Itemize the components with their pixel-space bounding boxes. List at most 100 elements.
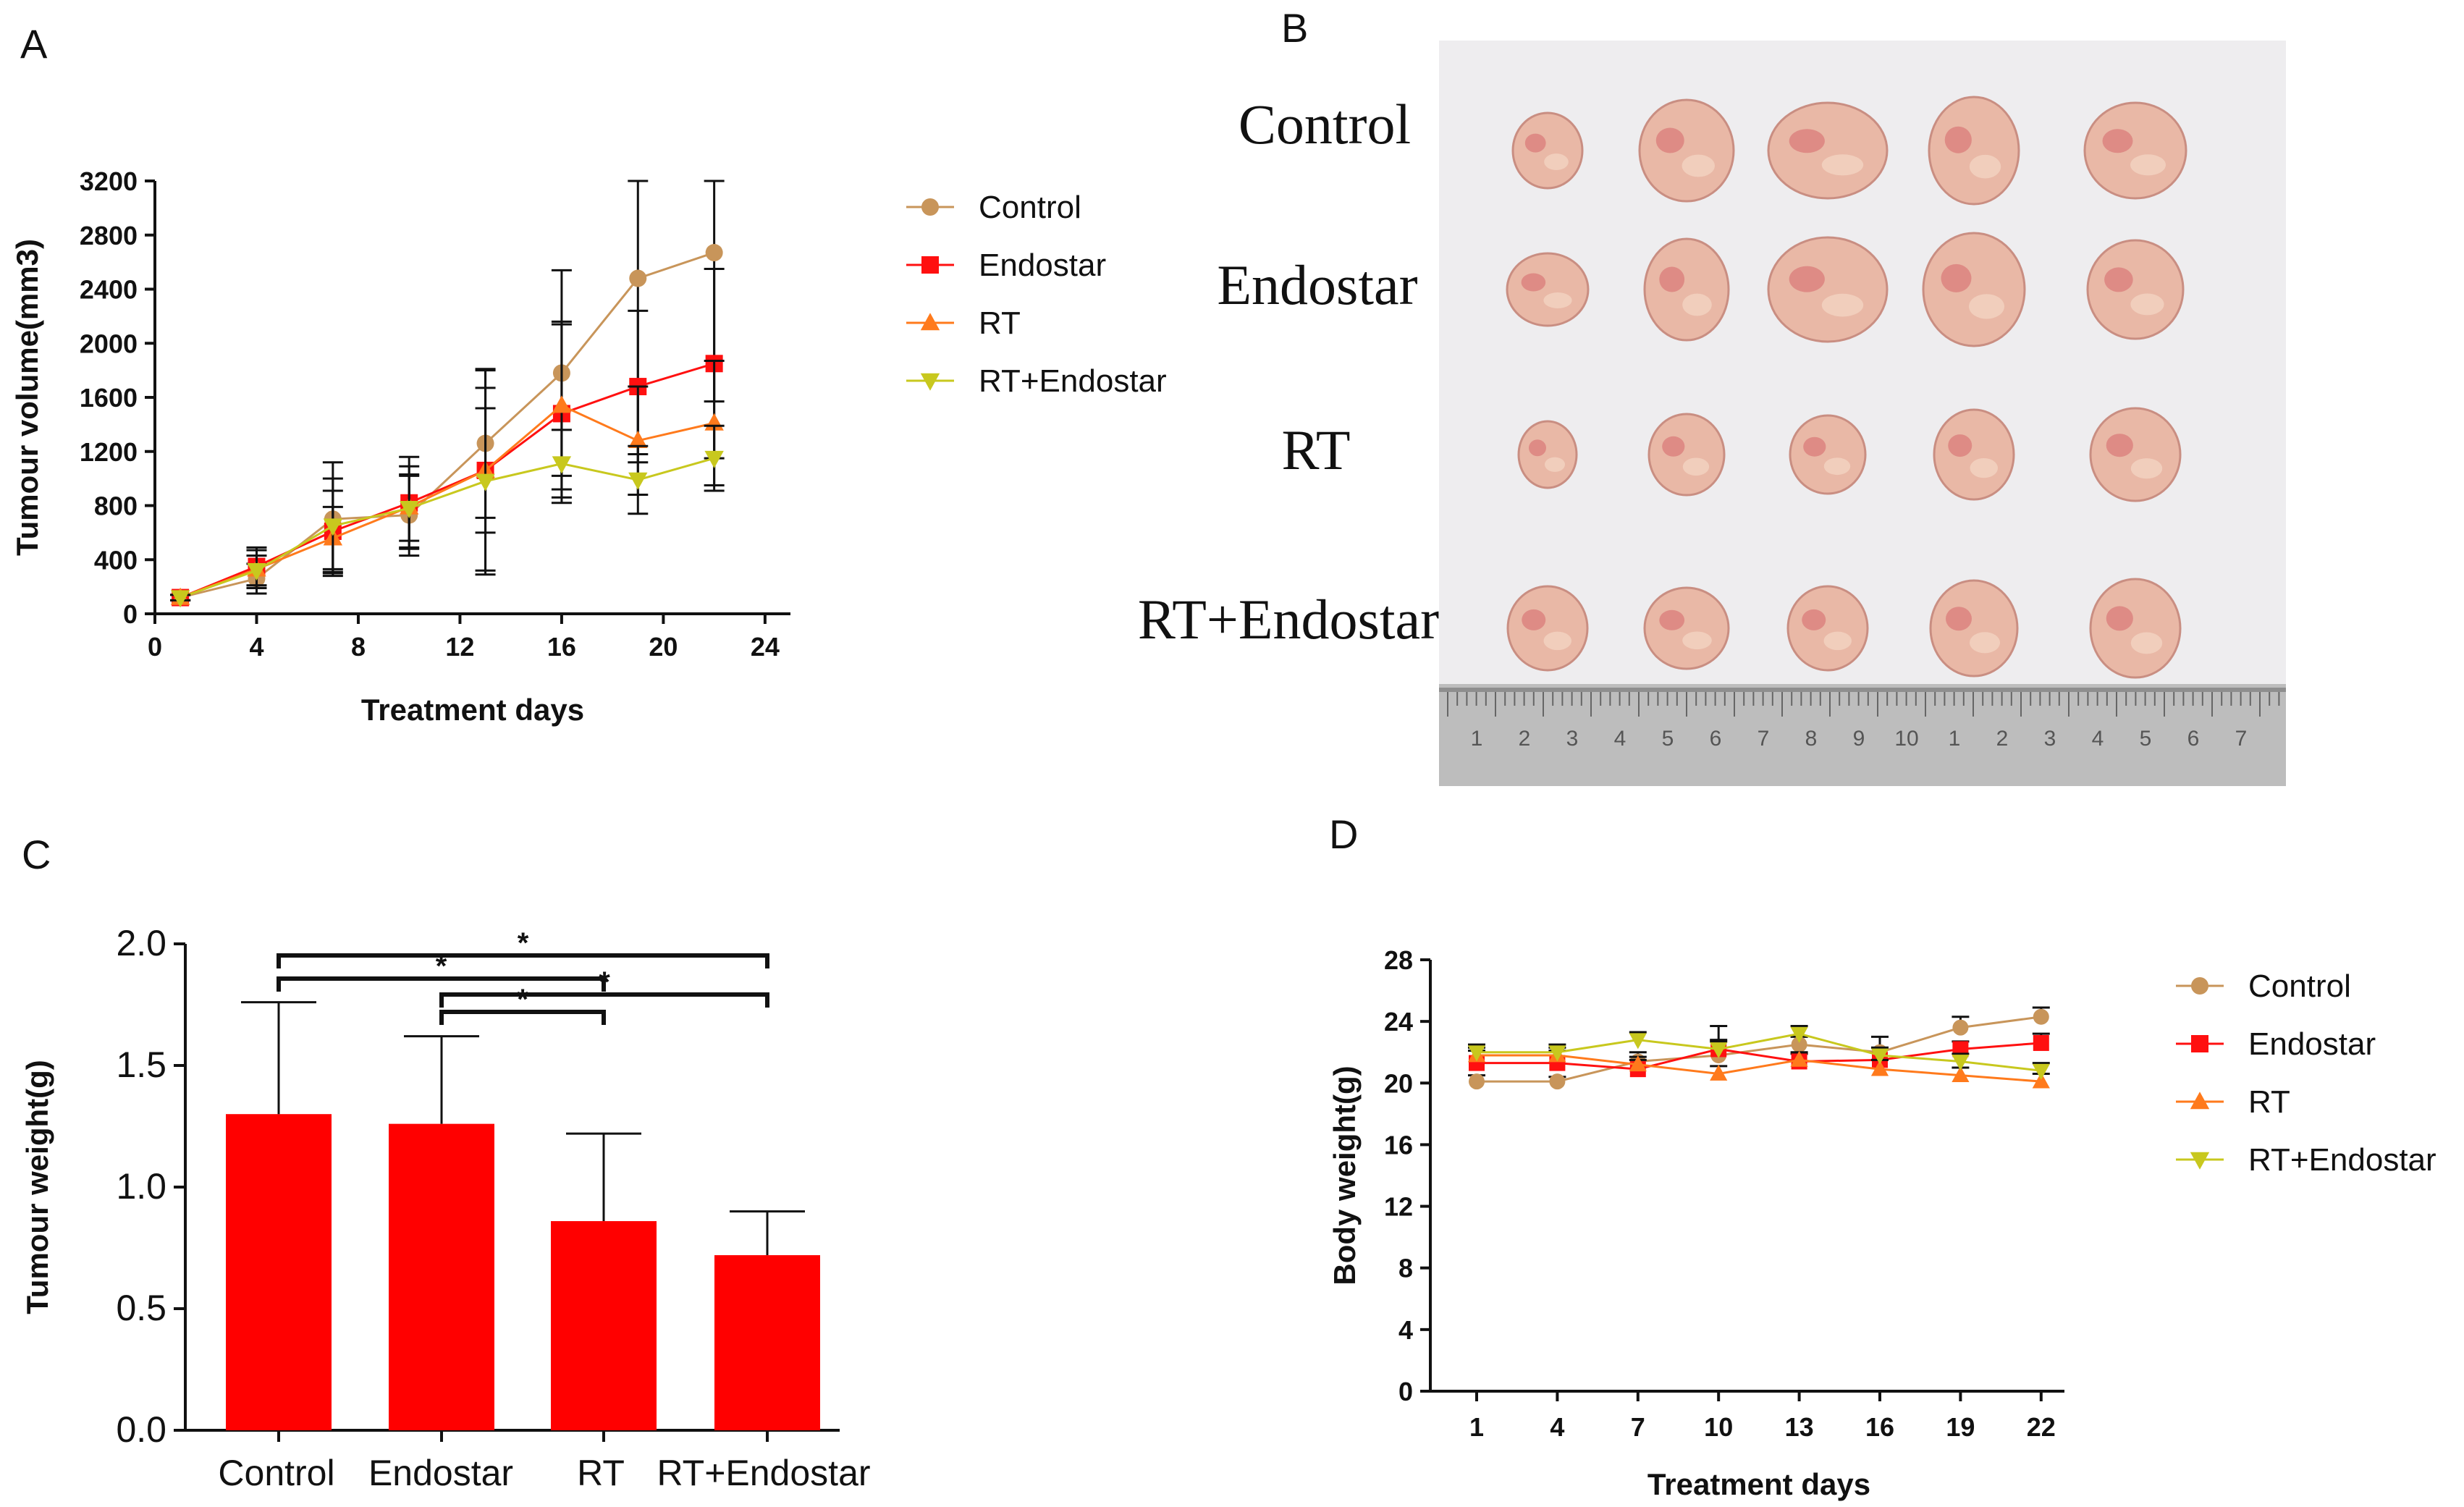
tumour-vessel-patch bbox=[1789, 266, 1825, 292]
tumour-highlight bbox=[1970, 632, 2000, 654]
data-point bbox=[1629, 1033, 1647, 1050]
ruler-number: 10 bbox=[1894, 727, 1918, 751]
y-tick-label: 400 bbox=[94, 545, 138, 575]
tumour-specimen bbox=[1506, 252, 1590, 327]
legend-label: RT+Endostar bbox=[2248, 1142, 2436, 1178]
series-line bbox=[180, 362, 715, 599]
legend-label: Control bbox=[2248, 968, 2351, 1004]
significance-bracket: * bbox=[277, 950, 606, 992]
data-point bbox=[1870, 1060, 1889, 1076]
tumour-highlight bbox=[1682, 293, 1712, 316]
legend-marker bbox=[2191, 977, 2208, 995]
tumour-highlight bbox=[1544, 153, 1569, 171]
tumour-specimen bbox=[1647, 413, 1726, 497]
y-tick-label: 1600 bbox=[80, 383, 138, 413]
panel-label-d: D bbox=[1329, 811, 1358, 857]
bracket-line bbox=[439, 1010, 606, 1025]
x-tick-label: 19 bbox=[1946, 1412, 1975, 1442]
x-tick-label: 12 bbox=[445, 632, 474, 662]
x-tick-label: 13 bbox=[1785, 1412, 1814, 1442]
tumour-specimen bbox=[1929, 579, 2019, 677]
legend-marker bbox=[920, 313, 940, 331]
tumour-vessel-patch bbox=[1948, 434, 1973, 457]
y-tick-label: 2800 bbox=[80, 221, 138, 250]
x-axis-title: Treatment days bbox=[361, 693, 584, 727]
data-point bbox=[628, 431, 648, 448]
legend-marker bbox=[920, 373, 940, 391]
tumour-highlight bbox=[1969, 294, 2004, 319]
x-tick-label: 16 bbox=[1865, 1412, 1894, 1442]
tumour-specimen bbox=[2089, 407, 2182, 502]
data-point bbox=[476, 473, 495, 491]
legend-marker bbox=[2190, 1152, 2210, 1170]
x-tick-label: 7 bbox=[1631, 1412, 1645, 1442]
tumour-specimen bbox=[1506, 585, 1589, 672]
y-tick-label: 0 bbox=[1398, 1377, 1413, 1406]
data-point bbox=[2033, 1008, 2049, 1025]
data-point bbox=[705, 244, 723, 262]
tumour-volume-chart: 0 400 800 1200 1600 2000 2400 2800 3200 0 4 8 12 16 20… bbox=[10, 166, 1167, 727]
series-line bbox=[1477, 1016, 2041, 1083]
ruler-number: 1 bbox=[1471, 727, 1483, 751]
ruler-ticks bbox=[1447, 692, 2280, 717]
tumour-vessel-patch bbox=[1946, 607, 1972, 631]
y-axis-title: Tumour weight(g) bbox=[20, 1060, 54, 1314]
tumour-highlight bbox=[1682, 154, 1715, 177]
legend-marker bbox=[921, 198, 939, 216]
legend-label: RT bbox=[2248, 1084, 2290, 1120]
ruler-number: 4 bbox=[2092, 727, 2104, 751]
tumour-highlight bbox=[1682, 631, 1712, 650]
category-label: Control bbox=[218, 1453, 334, 1493]
tumour-highlight bbox=[2130, 154, 2166, 176]
series-line bbox=[1477, 1042, 2041, 1071]
tumour-specimens bbox=[1506, 96, 2187, 679]
series-line bbox=[1477, 1054, 2041, 1083]
data-point bbox=[1629, 1055, 1647, 1072]
x-tick-label: 16 bbox=[547, 632, 576, 662]
legend-label: Endostar bbox=[2248, 1026, 2376, 1062]
y-tick-label: 4 bbox=[1398, 1315, 1413, 1345]
y-tick-label: 2000 bbox=[80, 329, 138, 358]
data-point bbox=[1467, 1045, 1486, 1062]
tumour-specimen bbox=[1922, 232, 2026, 347]
x-tick-label: 8 bbox=[351, 632, 366, 662]
legend-marker bbox=[921, 256, 939, 274]
bar-rt-endostar bbox=[714, 1255, 820, 1430]
tumour-vessel-patch bbox=[1659, 266, 1685, 292]
y-axis-title: Body weight(g) bbox=[1328, 1065, 1362, 1285]
series-line bbox=[180, 457, 715, 599]
series-line bbox=[180, 251, 715, 599]
data-point bbox=[704, 450, 724, 468]
tumour-specimen bbox=[1928, 96, 2020, 206]
data-point bbox=[1710, 1042, 1728, 1059]
ruler-numbers: 1 2 3 4 5 6 7 8 9 10 1 2 3 4 5 6 7 bbox=[1471, 727, 2248, 751]
tumour-vessel-patch bbox=[1659, 609, 1685, 630]
tumour-vessel-patch bbox=[1655, 127, 1684, 153]
data-point bbox=[170, 590, 190, 608]
tumour-vessel-patch bbox=[2104, 267, 2133, 292]
significance-bracket: * bbox=[277, 927, 769, 968]
y-axis-title: Tumour volume(mm3) bbox=[10, 239, 44, 556]
data-point bbox=[247, 563, 266, 581]
y-tick-label: 0.0 bbox=[116, 1409, 166, 1450]
photo-row-label: Endostar bbox=[1217, 253, 1417, 316]
photo-row-label: Control bbox=[1239, 93, 1411, 156]
panel-label-c: C bbox=[22, 832, 51, 877]
tumour-specimen bbox=[1511, 111, 1584, 190]
significance-star: * bbox=[517, 984, 528, 1016]
y-tick-label: 800 bbox=[94, 491, 138, 521]
tumour-vessel-patch bbox=[2102, 129, 2133, 153]
bar-endostar bbox=[389, 1123, 494, 1430]
data-point bbox=[2032, 1072, 2050, 1089]
body-weight-chart: 0 4 8 12 16 20 24 28 1 4 7 10 13 16 19 22 Treatment days… bbox=[1328, 945, 2436, 1501]
x-tick-label: 20 bbox=[649, 632, 678, 662]
ruler-number: 1 bbox=[1949, 727, 1961, 751]
data-point bbox=[1710, 1064, 1728, 1081]
x-tick-label: 24 bbox=[751, 632, 780, 662]
ruler-number: 6 bbox=[1710, 727, 1722, 751]
bracket-line bbox=[439, 992, 769, 1008]
category-label: Endostar bbox=[368, 1453, 513, 1493]
data-point bbox=[2032, 1063, 2050, 1080]
ruler-number: 3 bbox=[1566, 727, 1579, 751]
tumour-specimen bbox=[1786, 585, 1869, 672]
